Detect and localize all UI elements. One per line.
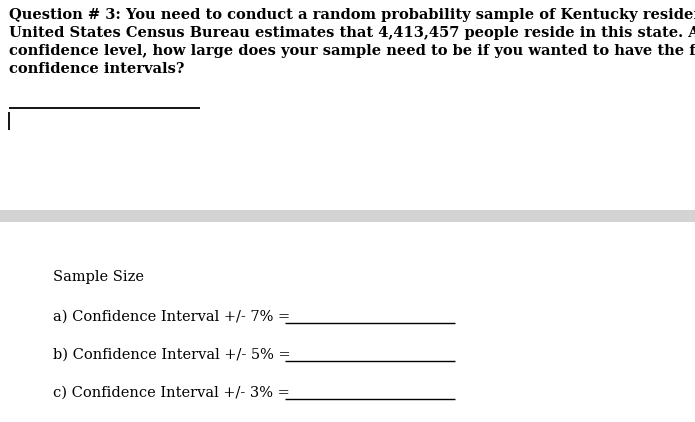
Text: Question # 3: You need to conduct a random probability sample of Kentucky reside: Question # 3: You need to conduct a rand… [9,8,695,22]
Text: c) Confidence Interval +/- 3% =: c) Confidence Interval +/- 3% = [53,386,295,400]
Text: confidence level, how large does your sample need to be if you wanted to have th: confidence level, how large does your sa… [9,44,695,58]
Text: b) Confidence Interval +/- 5% =: b) Confidence Interval +/- 5% = [53,348,295,362]
Text: Sample Size: Sample Size [53,270,144,284]
Text: confidence intervals?: confidence intervals? [9,62,184,76]
Text: United States Census Bureau estimates that 4,413,457 people reside in this state: United States Census Bureau estimates th… [9,26,695,40]
Text: a) Confidence Interval +/- 7% =: a) Confidence Interval +/- 7% = [53,310,295,324]
Bar [0,210,695,222]
